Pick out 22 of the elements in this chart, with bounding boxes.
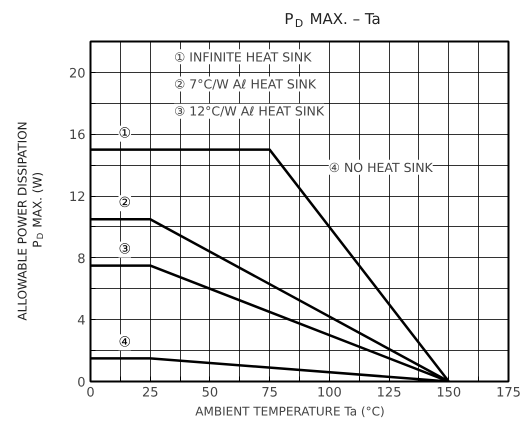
legend-label: ① [118, 126, 132, 142]
x-tick-label: 125 [376, 386, 402, 400]
x-tick-label: 175 [496, 386, 521, 400]
y-tick-label: 16 [68, 128, 86, 144]
y-tick-label: 20 [68, 66, 86, 82]
x-axis-title: AMBIENT TEMPERATURE Ta (°C) [195, 404, 385, 418]
annotation: ③ 12°C/W Aℓ HEAT SINK [174, 104, 325, 119]
annotation: ④ NO HEAT SINK [328, 160, 434, 175]
y-tick-label: 12 [68, 190, 86, 206]
x-tick-label: 75 [261, 386, 278, 400]
x-tick-label: 25 [142, 386, 158, 400]
legend-label: ④ [118, 334, 132, 350]
y-tick-label: 4 [77, 314, 86, 329]
legend-label: ② [118, 195, 132, 212]
legend-label: ③ [118, 242, 132, 258]
annotation: ① INFINITE HEAT SINK [174, 49, 312, 64]
x-tick-label: 100 [316, 386, 342, 400]
x-tick-label: 50 [202, 386, 218, 400]
x-tick-label: 150 [436, 386, 462, 400]
annotation: ② 7°C/W Aℓ HEAT SINK [174, 76, 317, 92]
y-tick-label: 0 [77, 376, 86, 390]
y-tick-label: 8 [77, 252, 86, 267]
